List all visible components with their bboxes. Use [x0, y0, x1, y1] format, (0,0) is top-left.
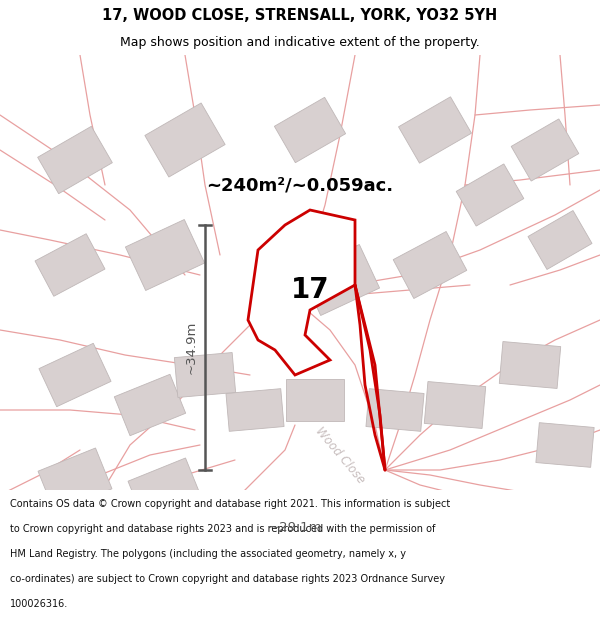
Polygon shape: [248, 210, 355, 375]
Bar: [528, 211, 592, 269]
Text: 17: 17: [290, 276, 329, 304]
Bar: [398, 97, 472, 163]
Bar: [499, 341, 561, 389]
Bar: [128, 458, 202, 522]
Text: co-ordinates) are subject to Crown copyright and database rights 2023 Ordnance S: co-ordinates) are subject to Crown copyr…: [10, 574, 445, 584]
Text: Map shows position and indicative extent of the property.: Map shows position and indicative extent…: [120, 36, 480, 49]
Bar: [145, 103, 225, 177]
Bar: [226, 389, 284, 431]
Bar: [175, 352, 236, 398]
Bar: [424, 381, 486, 429]
Bar: [286, 379, 344, 421]
Bar: [115, 374, 185, 436]
Bar: [536, 422, 594, 468]
Bar: [274, 98, 346, 162]
Text: 17, WOOD CLOSE, STRENSALL, YORK, YO32 5YH: 17, WOOD CLOSE, STRENSALL, YORK, YO32 5Y…: [103, 8, 497, 23]
Bar: [456, 164, 524, 226]
Text: Wood Close: Wood Close: [313, 424, 367, 486]
Bar: [511, 119, 579, 181]
Bar: [366, 389, 424, 431]
Bar: [393, 231, 467, 299]
Bar: [35, 234, 105, 296]
Bar: [39, 343, 111, 407]
Text: ~29.1m: ~29.1m: [268, 521, 322, 534]
Text: 100026316.: 100026316.: [10, 599, 68, 609]
Text: to Crown copyright and database rights 2023 and is reproduced with the permissio: to Crown copyright and database rights 2…: [10, 524, 435, 534]
Bar: [301, 244, 380, 316]
Text: ~34.9m: ~34.9m: [185, 321, 197, 374]
Bar: [38, 126, 112, 194]
Text: ~240m²/~0.059ac.: ~240m²/~0.059ac.: [206, 176, 394, 194]
Text: Contains OS data © Crown copyright and database right 2021. This information is : Contains OS data © Crown copyright and d…: [10, 499, 450, 509]
Bar: [125, 219, 205, 291]
Text: HM Land Registry. The polygons (including the associated geometry, namely x, y: HM Land Registry. The polygons (includin…: [10, 549, 406, 559]
Bar: [38, 448, 112, 512]
